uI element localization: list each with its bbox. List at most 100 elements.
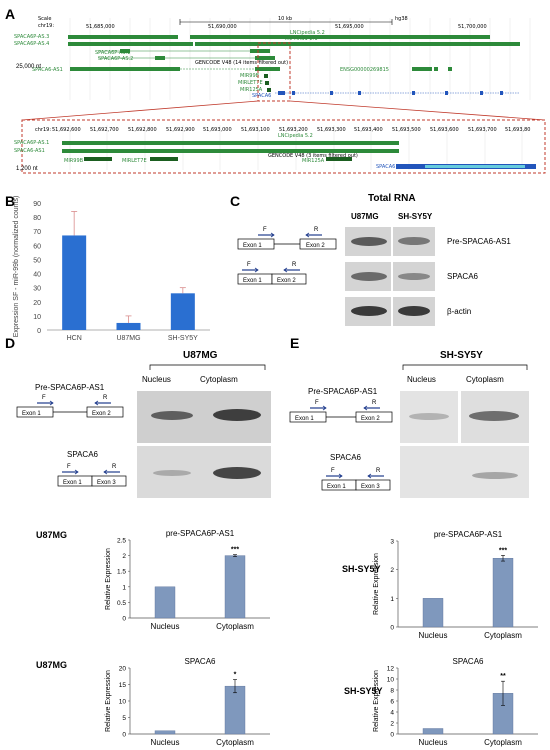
gel-row-label: β-actin [447,307,472,316]
y-tick-label: 2 [390,567,394,574]
exon-label: Exon 1 [22,411,41,417]
exon-label: Exon 1 [327,484,346,490]
y-tick-label: 1.5 [117,569,126,576]
primer-label: R [103,395,108,401]
x-tick-label: HCN [67,335,82,342]
schematic-d: Pre-SPACA6P-AS1 Exon 1 Exon 2 F R SPACA6… [16,383,127,487]
y-tick-label: 2 [122,553,126,560]
y-tick-label: 0 [390,732,394,739]
bar [492,558,514,628]
gencode-label: GENCODE V48 (3 items filtered out) [268,153,358,159]
chart-e2: SPACA6 0 2 4 6 8 10 12 Nucleus ** Cytoplasm Relativ… [373,657,538,747]
cell-title: SH-SY5Y [342,564,381,574]
primer-label: F [331,468,335,474]
coord-tick: 51,693,000 [203,127,232,133]
lane-label: Nucleus [142,375,171,384]
bar [62,235,87,330]
mirna-label: MIRLET7E [238,80,263,86]
y-tick-label: 10 [387,677,395,684]
schematic-c: Exon 1 Exon 2 F R Exon 1 Exon 2 F R [237,227,337,285]
cell-title: U87MG [36,530,68,540]
coord-tick: 51,685,000 [86,24,115,30]
genome-browser: Scale chr19: 10 kb hg38 51,685,000 51,69… [14,16,546,174]
gel-c-sh-pre [393,227,435,256]
y-axis-title: Relative Expression [373,670,380,732]
lnc-label: LNCipedia 5.2 [278,133,313,139]
bar [154,586,176,619]
y-axis-title: Relative Expression [105,548,112,610]
y-tick-label: 10 [119,699,127,706]
coord-tick: 51,693,400 [354,127,383,133]
x-tick-label: Nucleus [419,631,448,640]
primer-label: F [315,400,319,406]
lane-label: Cytoplasm [200,375,238,384]
y-tick-label: 1 [390,596,394,603]
y-tick-label: 40 [33,272,41,279]
mirna-label: MIR99B [240,73,260,79]
primer-label: F [263,227,267,233]
exon-label: Exon 2 [361,416,380,422]
lane-label-u87mg: U87MG [351,212,379,221]
primer-label: F [67,464,71,470]
exon-label: Exon 1 [243,278,262,284]
chart-d2: SPACA6 0 5 10 15 20 Nucleus * Cytoplasm Relative … [105,657,270,747]
lane-label: Cytoplasm [466,375,504,384]
chart-title: pre-SPACA6P-AS1 [434,530,503,539]
bar [170,293,195,330]
chart-title: SPACA6 [185,657,217,666]
bar [116,322,141,330]
x-tick-label: Cytoplasm [484,738,522,747]
x-tick-label: Cytoplasm [484,631,522,640]
track-label: SPACA6P-AS.2 [98,56,133,62]
chart-title: pre-SPACA6P-AS1 [166,529,235,538]
y-tick-label: 1 [122,584,126,591]
x-tick-label: Cytoplasm [216,738,254,747]
significance-marker: *** [231,547,239,554]
bar [224,555,246,619]
y-axis-title: Relative Expression [373,553,380,615]
exon-label: Exon 1 [243,243,262,249]
y-tick-label: 0 [390,625,394,632]
total-rna-title: Total RNA [368,193,416,204]
y-axis-title: Expression SF - miR-99b (normalized coun… [13,196,20,338]
lane-label: Nucleus [407,375,436,384]
exon-label: Exon 2 [277,278,296,284]
enso-label: ENSG00000269815 [340,67,389,73]
track-label: SPACA6P-AS.1 [14,140,49,146]
chart-e1: pre-SPACA6P-AS1 0 1 2 3 Nucleus *** Cytoplasm Re… [373,530,538,640]
y-tick-label: 50 [33,257,41,264]
coord-tick: 51,693,500 [392,127,421,133]
y-tick-label: 8 [390,688,394,695]
coord-tick: 51,693,100 [241,127,270,133]
primer-label: F [247,262,251,268]
y-tick-label: 0 [37,328,41,335]
coord-tick: 51,692,800 [128,127,157,133]
bar [422,598,444,628]
track-label: SPACA6P-AS.3 [14,34,49,40]
significance-marker: *** [499,547,507,554]
scale-text: 10 kb [278,16,292,22]
exon-label: Exon 2 [92,411,111,417]
gel-row-label: SPACA6 [447,272,478,281]
x-tick-label: SH-SY5Y [168,335,198,342]
coord-tick: 51,693,700 [468,127,497,133]
coord-tick: 51,692,700 [90,127,119,133]
panel-label-b: B [5,193,16,209]
x-tick-label: Cytoplasm [216,622,254,631]
y-tick-label: 5 [122,715,126,722]
panel-label-a: A [5,6,16,22]
zoom-box [257,42,291,102]
coord-tick: 51,693,300 [317,127,346,133]
y-tick-label: 10 [33,314,41,321]
gencode-label: GENCODE V48 (14 items filtered out) [195,60,288,66]
bracket [402,364,528,370]
exon-label: Exon 1 [295,416,314,422]
y-tick-label: 0.5 [117,600,126,607]
cell-title-d: U87MG [183,350,218,361]
x-tick-label: Nucleus [151,738,180,747]
chart-b: 0 10 20 30 40 50 60 70 80 90 HCN U87MG SH-SY5Y Expres… [13,196,210,342]
gel-e-pre-nuc [400,391,458,443]
coord-tick: 51,700,000 [458,24,487,30]
track-label: SPACA6-AS1 [32,67,63,73]
panel-label-d: D [5,335,16,351]
